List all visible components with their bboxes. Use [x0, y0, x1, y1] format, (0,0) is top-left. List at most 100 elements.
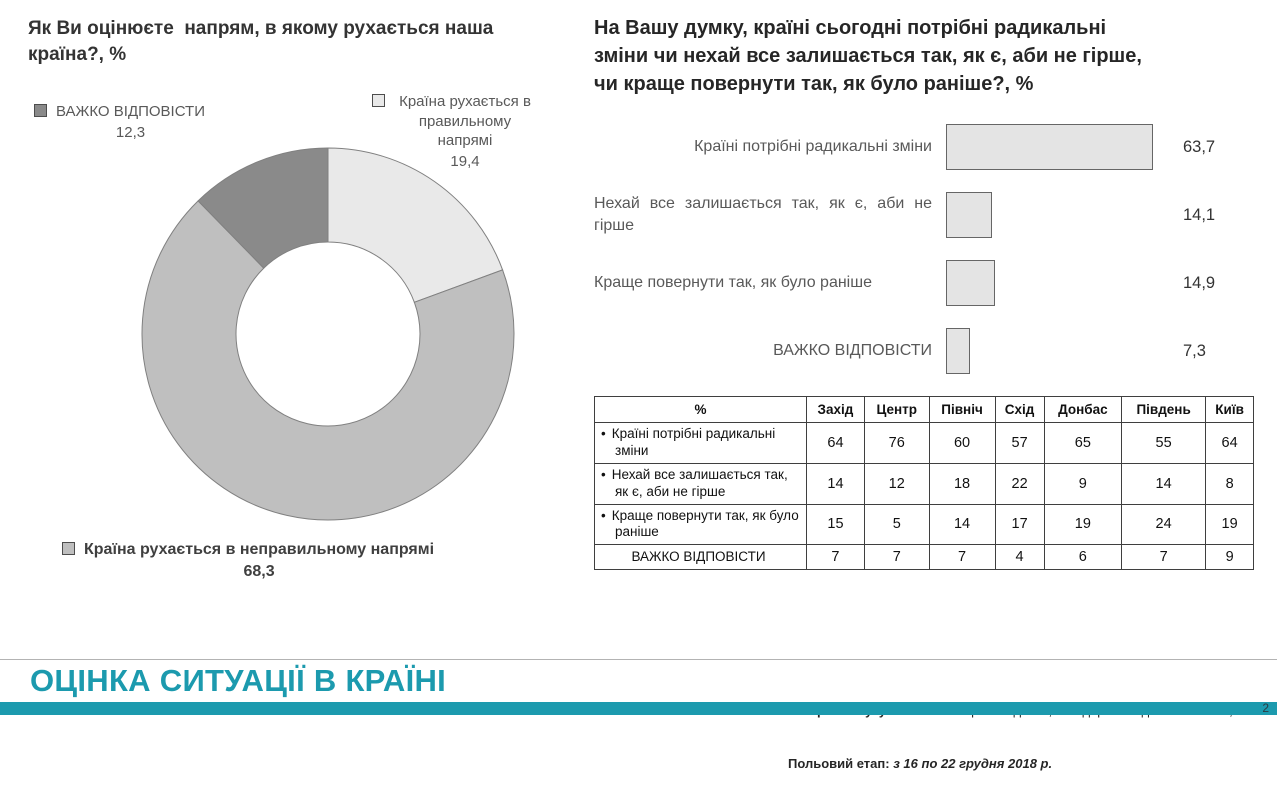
table-row-label-text: Країні потрібні радикальні зміни [611, 426, 776, 458]
table-value-cell: 7 [863, 544, 930, 571]
table-value-cell: 9 [1043, 462, 1123, 505]
table-column-header: Київ [1205, 396, 1254, 423]
donut-slice-nepravylnyi-napriam [141, 200, 515, 521]
table-value-cell: 14 [1121, 462, 1207, 505]
table-value-cell: 19 [1205, 503, 1254, 546]
table-value-cell: 7 [928, 544, 996, 571]
legend-swatch-dark-icon [34, 104, 47, 117]
bar-category-label: Нехай все залишається так, як є, аби не … [594, 195, 932, 234]
bullet-icon: • [601, 507, 606, 523]
donut-chart [141, 147, 515, 521]
donut-slice-vazhko-vidpovisty [197, 147, 329, 269]
table-column-header: Центр [863, 396, 930, 423]
table-value-cell: 65 [1043, 422, 1123, 464]
table-value-cell: 60 [928, 422, 996, 464]
legend-label: ВАЖКО ВІДПОВІСТИ [56, 103, 205, 120]
bar-value: 7,3 [1183, 341, 1206, 360]
table-value-cell: 19 [1043, 503, 1123, 546]
slide-title: ОЦІНКА СИТУАЦІЇ В КРАЇНІ [30, 663, 447, 698]
table-row-label: • Країні потрібні радикальні зміни [594, 422, 807, 464]
bullet-icon: • [601, 466, 606, 482]
legend-value: 19,4 [450, 152, 480, 170]
table-body: • Країні потрібні радикальні зміни 64 76 60 5… [594, 422, 1254, 571]
table-value-cell: 55 [1121, 422, 1207, 464]
table-value-cell: 8 [1205, 462, 1254, 505]
legend-wrong-direction: Країна рухається в неправильному напрямі… [62, 540, 434, 581]
table-value-cell: 17 [994, 503, 1045, 546]
table-column-header: Донбас [1043, 396, 1123, 423]
bar-row: Краще повернути так, як було раніше 14,9 [594, 260, 1266, 306]
table-row-label: • Краще повернути так, як було раніше [594, 503, 807, 546]
table-row-label: • Нехай все залишається так, як є, аби не… [594, 462, 807, 505]
table-value-cell: 14 [806, 462, 865, 505]
bar-value: 14,1 [1183, 205, 1216, 224]
pie-chart-title: Як Ви оцінюєте напрям, в якому рухається… [28, 18, 499, 65]
table-value-cell: 6 [1043, 544, 1123, 571]
bar-return-to-past [946, 260, 995, 306]
direction-pie-section: Як Ви оцінюєте напрям, в якому рухається… [28, 16, 576, 646]
table-value-cell: 7 [806, 544, 865, 571]
field-stage-dates: з 16 по 22 грудня 2018 р. [889, 755, 1053, 771]
slide: Як Ви оцінюєте напрям, в якому рухається… [0, 14, 1277, 771]
changes-bar-section: На Вашу думку, країні сьогодні потрібні … [594, 14, 1266, 571]
table-value-cell: 64 [806, 422, 865, 464]
bar-row: Нехай все залишається так, як є, аби не … [594, 192, 1266, 238]
bar-keep-as-is [946, 192, 992, 238]
bar-chart-title: На Вашу думку, країні сьогодні потрібні … [594, 17, 1148, 95]
table-row-label-text: ВАЖКО ВІДПОВІСТИ [631, 548, 766, 564]
legend-label: Країна рухається в неправильному напрямі [84, 541, 435, 558]
bar-track [946, 124, 1174, 170]
table-row-label: ВАЖКО ВІДПОВІСТИ [594, 544, 807, 571]
legend-value: 12,3 [115, 123, 146, 141]
footer-accent-bar [0, 702, 1277, 715]
field-stage-label: Польовий етап: [788, 755, 890, 771]
table-value-cell: 12 [863, 462, 930, 505]
footer: ОЦІНКА СИТУАЦІЇ В КРАЇНІ Вибіркова сукуп… [0, 659, 1277, 771]
bar-track [946, 260, 1174, 306]
table-row-label-text: Краще повернути так, як було раніше [611, 507, 799, 540]
legend-swatch-light-icon [372, 94, 385, 107]
table-header-row: % Захід Центр Північ Схід Донбас Південь Київ [594, 396, 1254, 423]
table-row: ВАЖКО ВІДПОВІСТИ 7 7 7 4 6 7 9 [594, 544, 1254, 571]
legend-hard-to-answer: ВАЖКО ВІДПОВІСТИ 12,3 [34, 102, 205, 141]
table-value-cell: 18 [928, 462, 996, 505]
bar-row: Країні потрібні радикальні зміни 63,7 [594, 124, 1266, 170]
table-value-cell: 14 [928, 503, 996, 546]
table-row: • Країні потрібні радикальні зміни 64 76 60 5… [594, 422, 1254, 464]
legend-value: 68,3 [243, 562, 275, 580]
bar-value: 63,7 [1183, 137, 1216, 156]
legend-right-direction: Країна рухається в правильному напрямі 1… [372, 92, 536, 170]
table-value-cell: 24 [1121, 503, 1207, 546]
table-value-cell: 57 [994, 422, 1045, 464]
table-column-header: Північ [928, 396, 996, 423]
bullet-icon: • [601, 426, 606, 441]
table-column-header: Захід [806, 396, 865, 423]
bar-category-label: ВАЖКО ВІДПОВІСТИ [773, 342, 932, 360]
bar-track [946, 192, 1174, 238]
table-column-header: Південь [1121, 396, 1207, 423]
page-number: 2 [1262, 701, 1269, 715]
table-value-cell: 7 [1121, 544, 1207, 571]
table-value-cell: 76 [863, 422, 930, 464]
table-column-header: % [594, 396, 807, 423]
table-row: • Нехай все залишається так, як є, аби не… [594, 462, 1254, 505]
donut-slice-pravylnyi-napriam [327, 147, 504, 303]
table-value-cell: 15 [806, 503, 865, 546]
regions-table: % Захід Центр Північ Схід Донбас Південь Київ •… [594, 396, 1254, 571]
bar-category-label: Краще повернути так, як було раніше [594, 274, 872, 292]
bar-value: 14,9 [1183, 273, 1216, 292]
bar-hard-to-answer [946, 328, 970, 374]
bar-radical-changes [946, 124, 1154, 170]
legend-swatch-mid-icon [62, 542, 75, 555]
table-column-header: Схід [994, 396, 1045, 423]
table-value-cell: 4 [994, 544, 1045, 571]
table-row-label-text: Нехай все залишається так, як є, аби не … [611, 466, 788, 499]
table-value-cell: 9 [1205, 544, 1254, 571]
table-value-cell: 64 [1205, 422, 1254, 464]
legend-label: Країна рухається в правильному напрямі [399, 93, 531, 149]
table-value-cell: 22 [994, 462, 1045, 505]
bar-category-label: Країні потрібні радикальні зміни [694, 138, 932, 156]
field-stage-line: Польовий етап: з 16 по 22 грудня 2018 р. [788, 755, 1273, 773]
table-row: • Краще повернути так, як було раніше 15 5 1… [594, 503, 1254, 546]
bar-row: ВАЖКО ВІДПОВІСТИ 7,3 [594, 328, 1266, 374]
